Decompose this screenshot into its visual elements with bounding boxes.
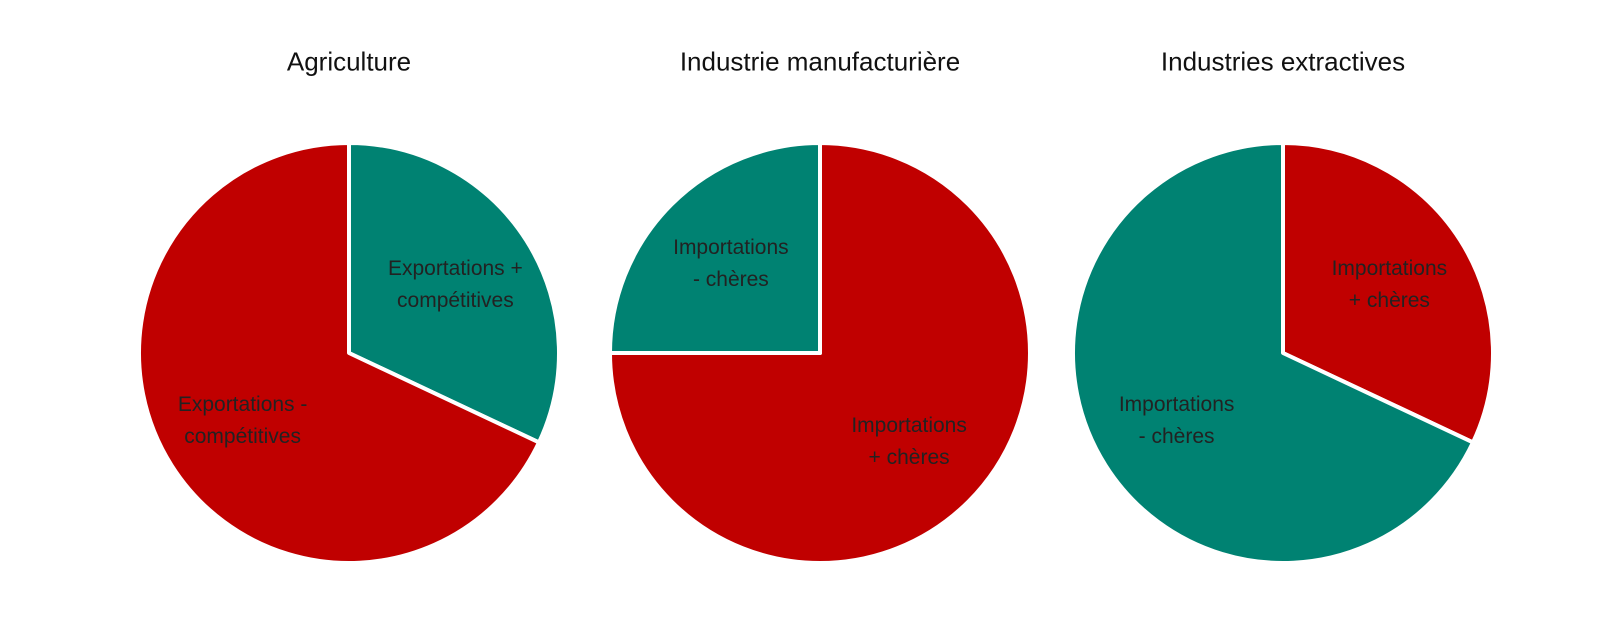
slice-label: Importations - chères [1118,392,1235,448]
slice-label: Importations + chères [851,414,967,470]
slice-label: Exportations + compétitives [387,257,523,313]
pie-slice [137,141,542,565]
chart-title: Agriculture [286,46,412,77]
chart-title: Industrie manufacturière [679,46,961,77]
pie-slice [608,141,1032,565]
chart-title: Industries extractives [1160,46,1406,77]
pie-slice [347,141,561,445]
pie-slice [1281,141,1495,445]
slice-label: Exportations - compétitives [177,392,308,448]
slice-label: Importations - chères [673,235,789,291]
pie-slice [1071,141,1476,565]
slice-label: Importations + chères [1331,257,1448,313]
pie-slice [608,141,822,355]
